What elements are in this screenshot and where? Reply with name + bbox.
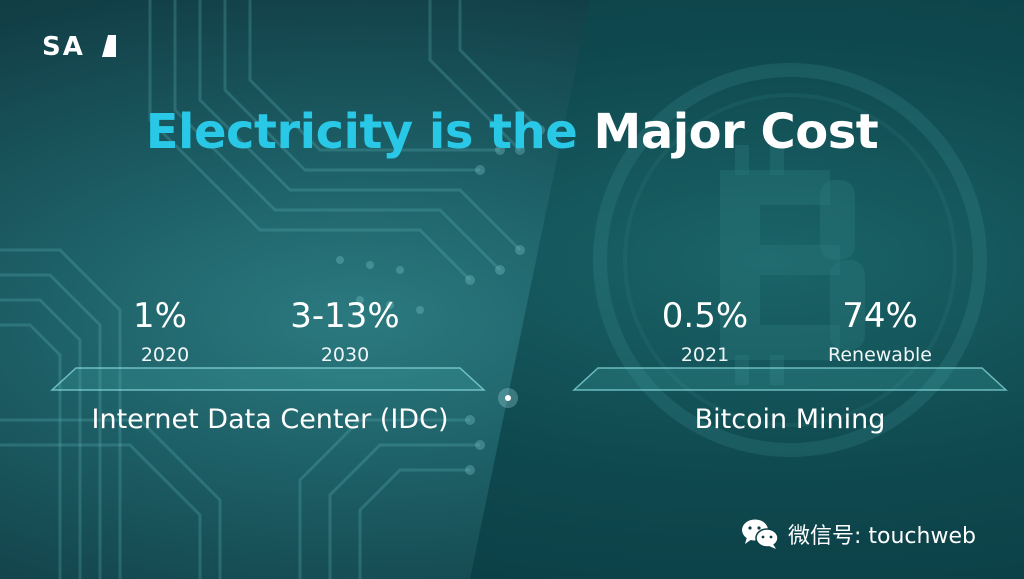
headline-strong: Major Cost xyxy=(593,104,879,160)
svg-text:SA: SA xyxy=(42,32,85,61)
platform-left xyxy=(50,367,486,391)
sai-logo: SA xyxy=(42,32,116,61)
group-title-idc: Internet Data Center (IDC) xyxy=(91,404,449,435)
stat-value: 3-13% xyxy=(290,296,400,336)
headline-accent: Electricity is the xyxy=(145,104,578,160)
watermark-text: 微信号: touchweb xyxy=(788,524,976,549)
stat-value: 74% xyxy=(842,296,918,336)
wechat-icon xyxy=(742,519,779,549)
platform-right xyxy=(572,367,1008,391)
stat-label: 2021 xyxy=(680,344,730,366)
stat-label: 2030 xyxy=(320,344,370,366)
headline: Electricity is the Major Cost xyxy=(0,104,1024,160)
stat-value: 0.5% xyxy=(661,296,749,336)
stat-label: Renewable xyxy=(828,344,932,366)
group-title-bitcoin: Bitcoin Mining xyxy=(694,404,886,435)
stat-value: 1% xyxy=(133,296,187,336)
watermark: 微信号: touchweb xyxy=(740,516,976,552)
stat-label: 2020 xyxy=(140,344,190,366)
